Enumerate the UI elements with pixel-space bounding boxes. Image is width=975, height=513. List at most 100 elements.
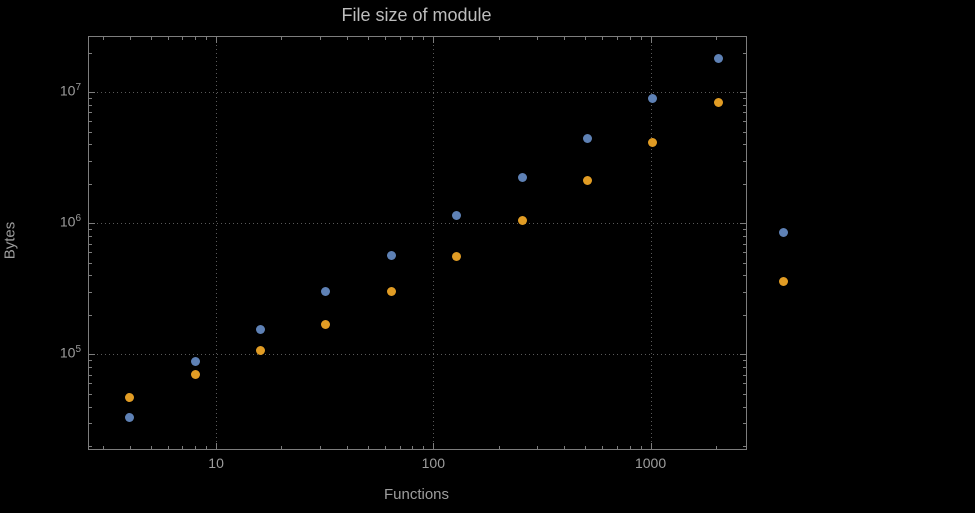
tick-mark-top [412,37,414,40]
tick-mark-left [89,229,92,231]
x-tick-label: 1000 [634,455,667,471]
tick-mark-top [602,37,604,40]
tick-mark-right [743,314,746,316]
tick-mark-bottom [346,446,348,449]
tick-mark-left [89,252,92,254]
tick-mark-bottom [433,443,435,449]
tick-mark-right [743,360,746,362]
tick-mark-bottom [399,446,401,449]
tick-mark-top [346,37,348,40]
tick-mark-top [640,37,642,40]
tick-mark-top [616,37,618,40]
tick-mark-left [89,354,95,356]
tick-mark-left [89,446,92,448]
tick-mark-left [89,121,92,123]
data-point-series-2 [321,319,331,329]
tick-mark-top [281,37,283,40]
tick-mark-top [319,37,321,40]
tick-mark-top [150,37,152,40]
tick-mark-top [629,37,631,40]
y-tick-label-exponent: 7 [75,82,81,94]
tick-mark-top [715,37,717,40]
y-tick-label: 107 [23,82,81,99]
tick-mark-left [89,131,92,133]
tick-mark-right [743,112,746,114]
grid-line-vertical [216,37,218,449]
grid-line-vertical [650,37,652,449]
grid-line-horizontal [89,92,746,94]
tick-mark-right [743,52,746,54]
tick-mark-left [89,223,95,225]
tick-mark-right [743,121,746,123]
tick-mark-left [89,98,92,100]
data-point-series-2 [713,97,723,107]
tick-mark-right [740,223,746,225]
tick-mark-top [206,37,208,40]
tick-mark-left [89,406,92,408]
tick-mark-bottom [602,446,604,449]
data-point-series-1 [779,227,789,237]
tick-mark-left [89,275,92,277]
tick-mark-right [743,291,746,293]
tick-mark-top [367,37,369,40]
x-tick-label: 100 [421,455,445,471]
tick-mark-bottom [102,446,104,449]
tick-mark-bottom [319,446,321,449]
tick-mark-bottom [150,446,152,449]
data-point-series-1 [452,210,462,220]
tick-mark-top [182,37,184,40]
tick-mark-left [89,144,92,146]
tick-mark-bottom [182,446,184,449]
tick-mark-right [743,183,746,185]
tick-mark-top [216,37,218,43]
tick-mark-right [743,131,746,133]
tick-mark-right [743,243,746,245]
tick-mark-left [89,183,92,185]
tick-mark-bottom [564,446,566,449]
y-tick-label-base: 10 [59,213,76,230]
tick-mark-top [129,37,131,40]
tick-mark-top [498,37,500,40]
tick-mark-top [102,37,104,40]
tick-mark-bottom [715,446,717,449]
tick-mark-right [743,275,746,277]
x-axis-label: Functions [383,486,450,503]
tick-mark-right [740,354,746,356]
data-point-series-1 [517,172,527,182]
data-point-series-1 [321,287,331,297]
tick-mark-left [89,52,92,54]
tick-mark-right [740,92,746,94]
data-point-series-1 [255,324,265,334]
tick-mark-bottom [367,446,369,449]
tick-mark-top [167,37,169,40]
tick-mark-right [743,160,746,162]
tick-mark-top [423,37,425,40]
tick-mark-left [89,104,92,106]
tick-mark-right [743,406,746,408]
tick-mark-bottom [129,446,131,449]
tick-mark-left [89,160,92,162]
tick-mark-right [743,422,746,424]
tick-mark-right [743,367,746,369]
tick-mark-top [399,37,401,40]
data-point-series-2 [125,392,135,402]
tick-mark-left [89,112,92,114]
y-tick-label-base: 10 [59,82,76,99]
tick-mark-bottom [640,446,642,449]
tick-mark-left [89,291,92,293]
data-point-series-2 [517,215,527,225]
y-tick-label-exponent: 6 [75,213,81,225]
tick-mark-top [585,37,587,40]
data-point-series-2 [255,345,265,355]
tick-mark-bottom [616,446,618,449]
data-point-series-2 [190,370,200,380]
data-point-series-1 [190,357,200,367]
tick-mark-bottom [498,446,500,449]
tick-mark-top [385,37,387,40]
tick-mark-bottom [281,446,283,449]
tick-mark-right [743,98,746,100]
tick-mark-right [743,393,746,395]
tick-mark-left [89,243,92,245]
data-point-series-1 [125,413,135,423]
